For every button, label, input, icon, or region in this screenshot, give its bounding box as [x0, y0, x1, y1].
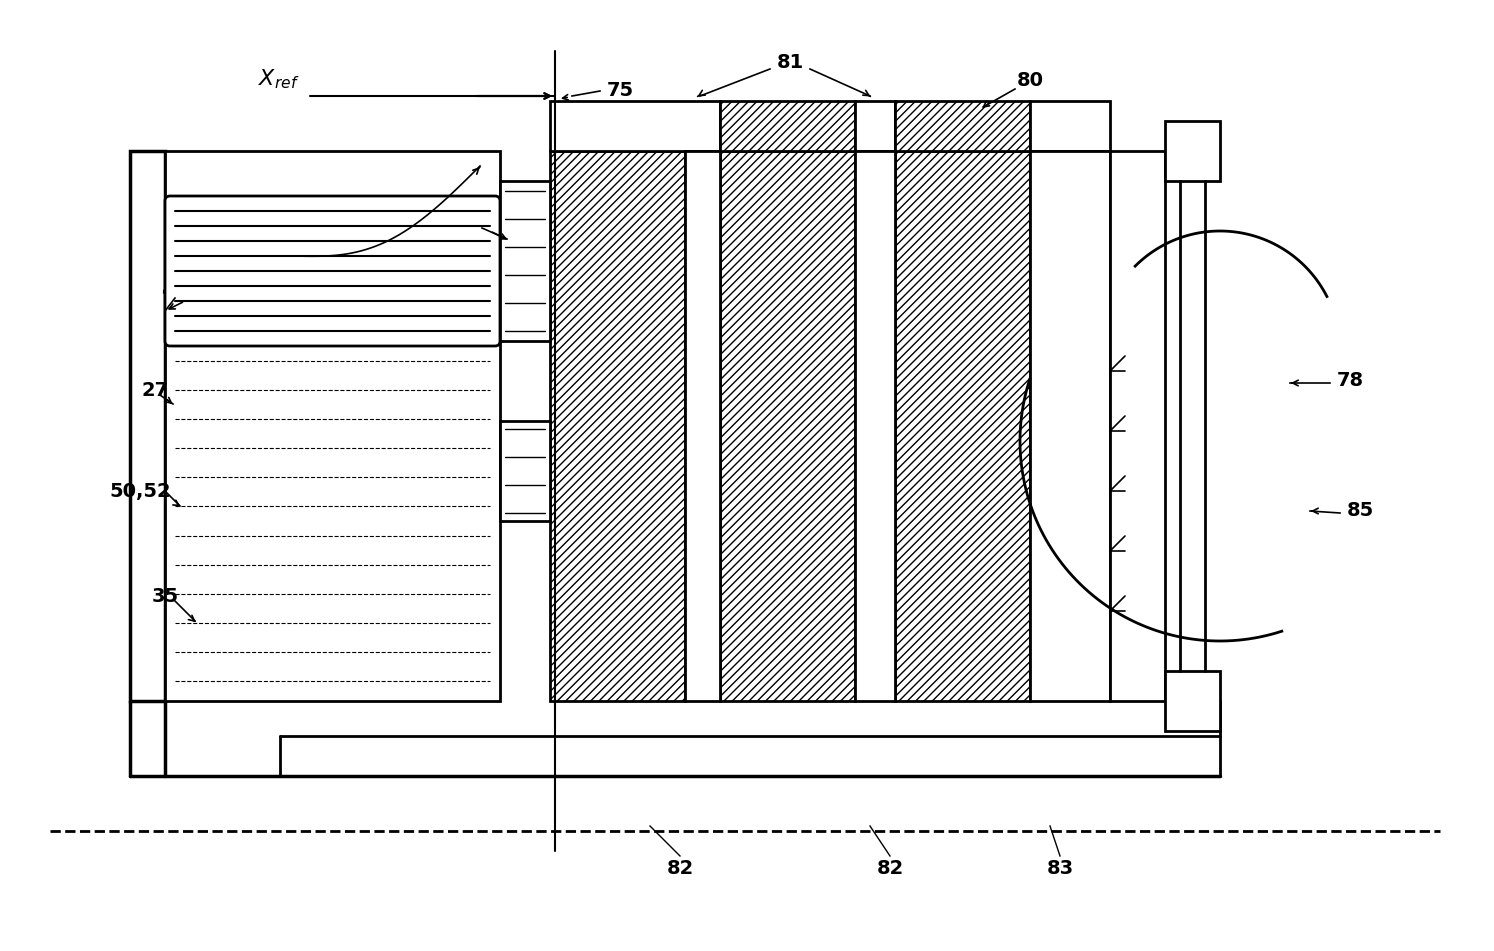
Bar: [500, 181, 550, 341]
Bar: [1029, 151, 1110, 701]
Bar: [1165, 121, 1221, 181]
Text: 83: 83: [1046, 860, 1074, 879]
Bar: [895, 151, 1029, 701]
Text: 85: 85: [1346, 501, 1373, 520]
Text: 78: 78: [1337, 372, 1364, 391]
Text: 81: 81: [777, 53, 804, 72]
Bar: [550, 151, 686, 701]
Bar: [720, 151, 855, 701]
Text: 80: 80: [1016, 71, 1043, 90]
Bar: [164, 151, 500, 701]
Bar: [1165, 671, 1221, 731]
Bar: [550, 101, 720, 151]
Bar: [500, 421, 550, 521]
Bar: [855, 151, 895, 701]
Text: 74: 74: [281, 246, 309, 265]
Text: 35: 35: [151, 587, 179, 606]
FancyBboxPatch shape: [164, 196, 500, 346]
Bar: [686, 151, 720, 701]
Text: 76: 76: [466, 211, 493, 230]
Bar: [1110, 151, 1165, 701]
Text: 82: 82: [666, 860, 693, 879]
Bar: [855, 101, 895, 151]
Bar: [895, 101, 1029, 151]
Text: 27: 27: [142, 381, 169, 400]
Text: 47: 47: [161, 281, 188, 301]
Text: 50,52: 50,52: [109, 481, 170, 500]
Bar: [1029, 101, 1110, 151]
Text: $X_{ref}$: $X_{ref}$: [258, 68, 300, 91]
Bar: [720, 101, 855, 151]
Text: 82: 82: [877, 860, 904, 879]
Bar: [130, 151, 164, 701]
Text: 75: 75: [607, 82, 633, 101]
